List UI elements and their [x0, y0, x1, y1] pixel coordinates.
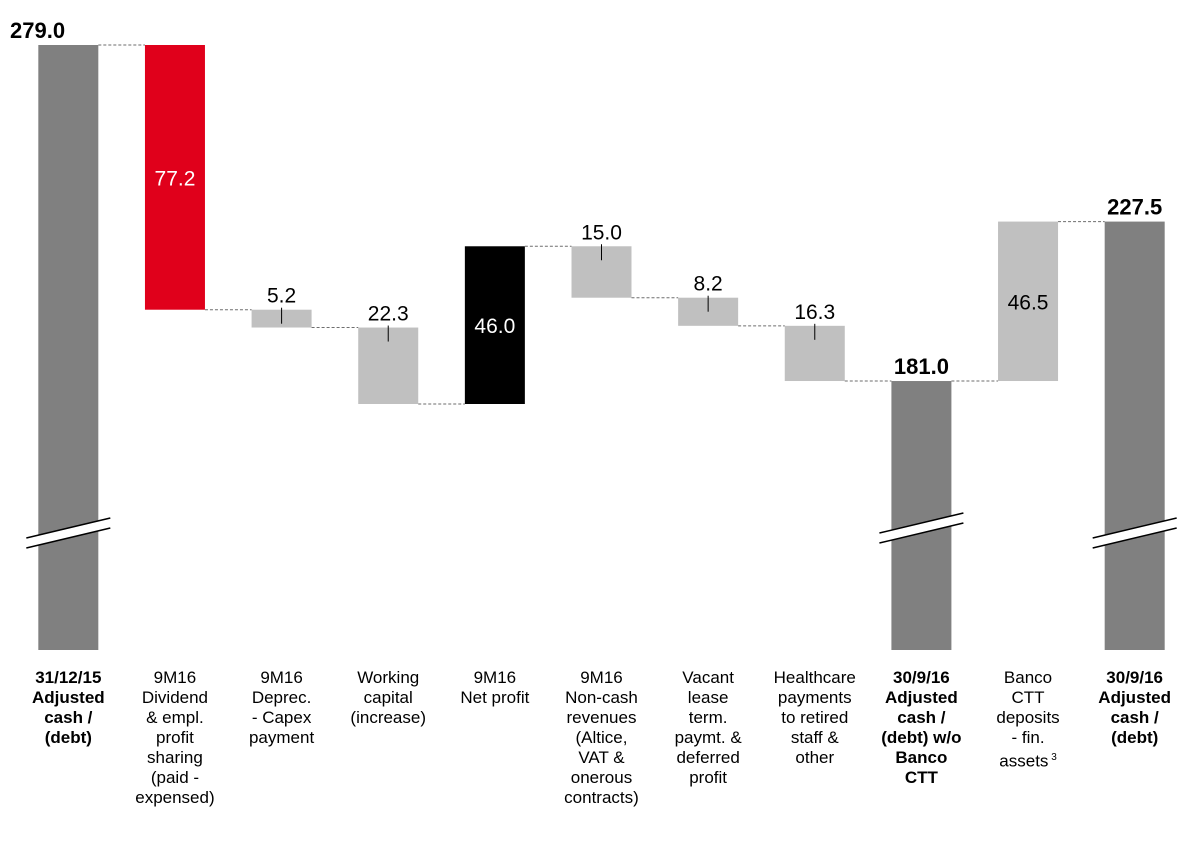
break-line [26, 517, 111, 539]
category-label-line: 31/12/15 [35, 668, 102, 687]
category-label-8: Healthcare payments to retired staff & other [761, 668, 868, 768]
axis-break-1 [26, 517, 111, 549]
category-label-line: 9M16 [260, 668, 303, 687]
category-label-line: - Capex [251, 708, 312, 727]
category-label-line: profit [689, 768, 728, 787]
break-line [26, 527, 111, 549]
category-label-line: Dividend [141, 688, 209, 707]
category-label-10: Banco CTT deposits - fin. assets 3 [975, 668, 1082, 772]
category-label-line: (debt) [1111, 728, 1159, 747]
category-label-line: cash / [1110, 708, 1159, 727]
category-label-11: 30/9/16 Adjusted cash / (debt) [1081, 668, 1188, 748]
category-label-6: 9M16 Non-cash revenues (Altice, VAT & onerous… [548, 668, 655, 808]
category-label-line: onerous [570, 768, 633, 787]
value-label-3: 5.2 [267, 285, 296, 308]
category-label-line: (paid - [150, 768, 200, 787]
category-label-line: 30/9/16 [1106, 668, 1164, 687]
bar-5 [464, 246, 525, 404]
category-label-line: - fin. [1011, 728, 1045, 747]
category-label-line: lease [687, 688, 729, 707]
break-line [879, 522, 964, 544]
category-label-line: revenues [566, 708, 637, 727]
bar-9 [891, 381, 952, 650]
value-label-10: 46.5 [1008, 291, 1049, 314]
axis-break-11 [1092, 517, 1177, 549]
break-line [879, 512, 964, 534]
category-label-line: other [795, 748, 835, 767]
category-label-line: sharing [147, 748, 203, 767]
category-label-line: payment [248, 728, 315, 747]
category-label-line: Adjusted [1098, 688, 1172, 707]
category-label-line: to retired [781, 708, 849, 727]
category-label-line: Banco [895, 748, 948, 767]
value-label-5: 46.0 [474, 315, 515, 338]
value-label-1: 279.0 [10, 18, 65, 43]
category-label-line: Working [357, 668, 420, 687]
value-label-6: 15.0 [581, 221, 622, 244]
bar-1 [38, 45, 99, 650]
value-label-2: 77.2 [155, 167, 196, 190]
category-label-line: Vacant [682, 668, 734, 687]
category-label-line: Adjusted [31, 688, 105, 707]
category-label-line: Healthcare [773, 668, 856, 687]
category-label-line: Deprec. [251, 688, 312, 707]
category-label-line: (debt) w/o [881, 728, 962, 747]
category-label-3: 9M16 Deprec. - Capex payment [228, 668, 335, 748]
category-label-line: cash / [897, 708, 946, 727]
value-label-9: 181.0 [894, 354, 949, 379]
value-label-8: 16.3 [794, 301, 835, 324]
category-label-line: cash / [44, 708, 93, 727]
category-label-line: 9M16 [473, 668, 517, 687]
category-label-1: 31/12/15 Adjusted cash / (debt) [15, 668, 122, 748]
value-label-7: 8.2 [694, 273, 723, 296]
category-label-line: Net profit [460, 688, 530, 707]
category-label-line: CTT [1011, 688, 1045, 707]
category-label-line: capital [363, 688, 413, 707]
category-label-line: (debt) [44, 728, 92, 747]
bar-2 [144, 45, 205, 310]
bar-10 [998, 221, 1059, 382]
category-label-line: Non-cash [565, 688, 638, 707]
category-label-line: assets 3 [999, 751, 1057, 771]
category-label-line: term. [688, 708, 728, 727]
category-label-line: Adjusted [885, 688, 958, 707]
category-label-line: 9M16 [153, 668, 197, 687]
category-label-line: CTT [904, 768, 938, 787]
category-label-line: VAT & [578, 748, 625, 767]
break-gap [1092, 518, 1177, 548]
category-label-line: staff & [790, 728, 839, 747]
value-label-4: 22.3 [368, 303, 409, 326]
category-label-line: Banco [1003, 668, 1053, 687]
category-label-line: contracts) [564, 788, 639, 807]
category-label-line: profit [156, 728, 194, 747]
category-label-line: (Altice, [575, 728, 628, 747]
category-label-line: 30/9/16 [893, 668, 950, 687]
break-gap [879, 513, 964, 543]
category-label-line: deposits [996, 708, 1060, 727]
break-line [1092, 527, 1177, 549]
bar-11 [1104, 221, 1165, 650]
category-label-line: & empl. [146, 708, 204, 727]
axis-break-9 [879, 512, 964, 544]
footnote-marker: 3 [1048, 752, 1057, 763]
category-label-9: 30/9/16 Adjusted cash / (debt) w/o Banco CTT [868, 668, 975, 788]
category-label-line: paymt. & [674, 728, 742, 747]
break-gap [26, 518, 111, 548]
category-label-2: 9M16 Dividend & empl. profit sharing (paid -e… [122, 668, 229, 808]
category-label-5: 9M16 Net profit [442, 668, 549, 708]
category-label-line: payments [777, 688, 852, 707]
category-label-line: expensed) [135, 788, 215, 807]
category-label-4: Working capital (increase) [335, 668, 442, 728]
break-line [1092, 517, 1177, 539]
category-label-line: 9M16 [580, 668, 623, 687]
value-label-11: 227.5 [1107, 195, 1162, 220]
category-label-line: (increase) [350, 708, 427, 727]
category-label-line: deferred [676, 748, 740, 767]
chart-canvas: 279.0 77.2 5.2 22.3 46.0 15.0 8.2 16.3 181.0 46.5… [10, 18, 1177, 650]
category-label-7: Vacant lease term. paymt. & deferred profit [655, 668, 762, 788]
